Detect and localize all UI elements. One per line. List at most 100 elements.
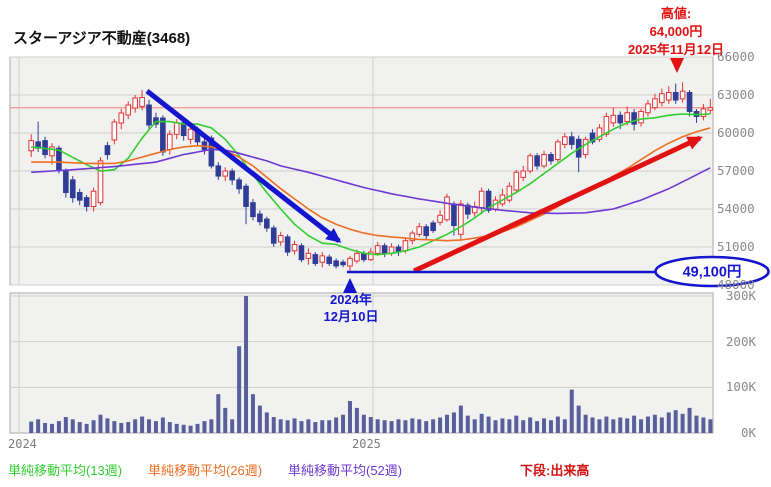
volume-bar [334,417,339,433]
candle-up [173,122,180,135]
volume-bar [548,420,553,433]
candle-down [568,136,575,145]
volume-bar [680,413,685,433]
legend-item-0: 単純移動平均(13週) [8,463,123,478]
volume-bar [701,417,706,433]
candle-down [83,197,90,207]
volume-bar [341,414,346,433]
candle-up [222,170,229,177]
legend-item-2: 単純移動平均(52週) [288,463,403,478]
volume-bar [389,421,394,433]
candle-up [402,240,409,252]
volume-tick: 0K [740,425,756,440]
legend-item-3: 下段:出来高 [520,463,590,478]
candle-up [527,155,533,172]
volume-bar [112,421,117,433]
volume-bar [250,394,255,433]
volume-bar [91,420,96,433]
candle-up [28,140,34,152]
volume-bar [181,424,186,433]
candle-up [652,98,658,109]
candle-down [264,218,270,229]
volume-bar [167,422,172,433]
candle-up [139,97,145,107]
candle-down [326,256,332,264]
candle-down [589,132,596,143]
candle-up [638,110,644,124]
volume-bar [98,414,103,433]
volume-bar [153,421,158,433]
volume-bar [438,417,443,433]
candle-down [56,147,62,171]
low-price-oval [654,255,770,288]
candle-up [319,255,326,263]
volume-bar [209,419,214,433]
candle-up [541,154,547,167]
candle-down [451,203,457,226]
volume-bar [611,419,616,433]
year-tick-2024: 2024 [8,437,37,451]
volume-bar [403,420,408,433]
volume-bar [542,418,547,433]
candle-down [208,137,215,167]
candle-down [215,165,222,177]
candle-down [257,213,263,223]
volume-tick: 200K [725,333,756,349]
volume-bar [292,418,297,433]
candle-down [243,185,249,207]
volume-bar [493,420,498,433]
volume-bar [486,416,491,433]
volume-bar [451,412,456,433]
volume-bar [105,418,110,433]
candle-down [534,155,540,167]
candle-down [430,222,436,232]
volume-bar [244,295,249,433]
candle-up [645,103,651,114]
high-annotation-label: 高値: [660,6,692,21]
candle-down [69,179,76,199]
candle-up [520,170,527,178]
volume-bar [133,419,138,433]
volume-bar [639,419,644,433]
volume-bar [285,420,290,433]
candle-up [437,214,443,223]
volume-bar [673,410,678,433]
candle-up [596,127,603,140]
year-tick-2025: 2025 [352,437,381,451]
candle-up [125,104,132,116]
candle-down [361,252,367,261]
volume-bar [514,415,519,433]
volume-bar [271,417,276,433]
candle-down [298,245,305,261]
volume-bar [618,417,623,433]
volume-bar [382,420,387,433]
candle-up [409,232,416,242]
candle-up [513,171,520,191]
volume-bar [576,405,581,433]
candle-up [187,128,194,140]
volume-bar [77,422,82,433]
volume-bar [410,418,415,433]
ma-line-52 [31,148,711,215]
candlestick-series [28,82,714,272]
candle-up [347,257,353,267]
candle-down [229,170,235,181]
volume-bar [84,423,89,433]
volume-tick: 300K [725,287,756,303]
candle-up [305,252,312,259]
volume-bar [306,419,311,433]
candle-up [118,112,125,124]
candle-up [555,141,561,161]
price-tick: 57000 [717,163,755,178]
volume-bar [202,421,207,433]
gridlines [10,56,713,433]
volume-bar [569,389,574,433]
candle-down [548,154,554,162]
candle-up [603,116,610,135]
high-annotation: 高値: 64,000円 2025年11月12日 [628,5,724,59]
volume-bar [479,413,484,433]
candle-down [617,114,624,124]
volume-bar [666,412,671,433]
volume-bar [528,417,533,433]
